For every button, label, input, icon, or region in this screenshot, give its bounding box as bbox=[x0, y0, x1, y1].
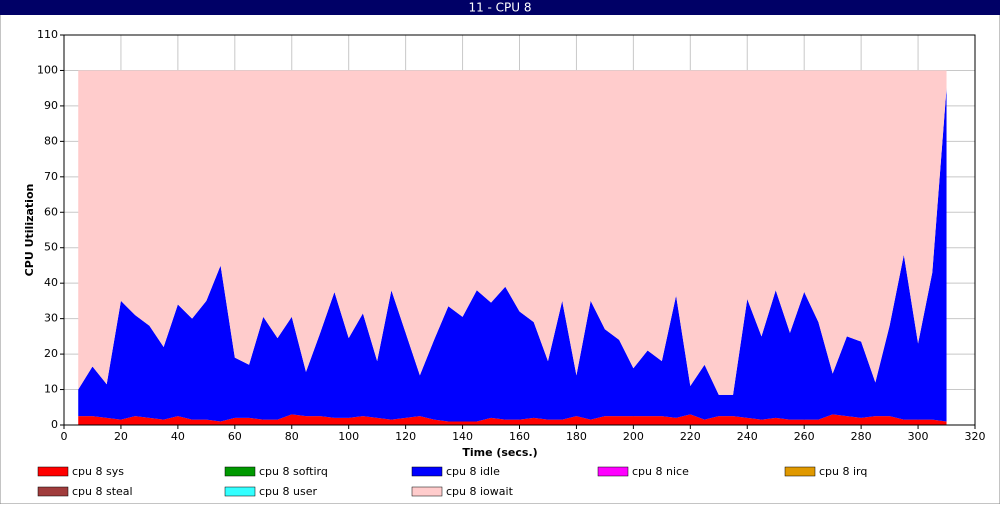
title-bar bbox=[0, 0, 1000, 15]
x-tick-label: 240 bbox=[737, 430, 758, 443]
x-tick-label: 320 bbox=[965, 430, 986, 443]
x-tick-label: 300 bbox=[908, 430, 929, 443]
legend-swatch bbox=[411, 466, 443, 477]
y-tick-label: 20 bbox=[44, 347, 58, 360]
y-tick-label: 100 bbox=[37, 63, 58, 76]
legend-label: cpu 8 irq bbox=[819, 465, 867, 478]
x-axis-label: Time (secs.) bbox=[462, 446, 537, 459]
plot-border bbox=[63, 34, 976, 426]
area bbox=[78, 88, 947, 422]
x-tick-label: 260 bbox=[794, 430, 815, 443]
legend-swatch bbox=[411, 486, 443, 497]
legend-label: cpu 8 nice bbox=[632, 465, 689, 478]
legend-label: cpu 8 iowait bbox=[446, 485, 514, 498]
legend-label: cpu 8 sys bbox=[72, 465, 124, 478]
area bbox=[78, 70, 947, 395]
y-tick-label: 60 bbox=[44, 205, 58, 218]
x-tick-label: 280 bbox=[851, 430, 872, 443]
legend-swatch bbox=[224, 486, 256, 497]
y-tick-label: 10 bbox=[44, 383, 58, 396]
x-tick-label: 140 bbox=[452, 430, 473, 443]
x-tick-label: 0 bbox=[61, 430, 68, 443]
x-tick-label: 160 bbox=[509, 430, 530, 443]
y-tick-label: 70 bbox=[44, 170, 58, 183]
legend-label: cpu 8 idle bbox=[446, 465, 500, 478]
y-tick-label: 80 bbox=[44, 134, 58, 147]
legend-label: cpu 8 user bbox=[259, 485, 317, 498]
y-tick-label: 30 bbox=[44, 312, 58, 325]
y-tick-label: 50 bbox=[44, 241, 58, 254]
legend-swatch bbox=[224, 466, 256, 477]
y-tick-label: 40 bbox=[44, 276, 58, 289]
y-tick-label: 90 bbox=[44, 99, 58, 112]
legend-label: cpu 8 softirq bbox=[259, 465, 328, 478]
y-axis-label: CPU Utilization bbox=[23, 184, 36, 277]
x-tick-label: 220 bbox=[680, 430, 701, 443]
x-tick-label: 100 bbox=[338, 430, 359, 443]
legend-swatch bbox=[37, 466, 69, 477]
legend-swatch bbox=[37, 486, 69, 497]
x-tick-label: 200 bbox=[623, 430, 644, 443]
y-tick-label: 110 bbox=[37, 28, 58, 41]
x-tick-label: 120 bbox=[395, 430, 416, 443]
x-tick-label: 60 bbox=[228, 430, 242, 443]
x-tick-label: 20 bbox=[114, 430, 128, 443]
legend-swatch bbox=[597, 466, 629, 477]
x-tick-label: 180 bbox=[566, 430, 587, 443]
chart-title: 11 - CPU 8 bbox=[468, 1, 531, 15]
y-tick-label: 0 bbox=[51, 418, 58, 431]
x-tick-label: 40 bbox=[171, 430, 185, 443]
legend-label: cpu 8 steal bbox=[72, 485, 133, 498]
x-tick-label: 80 bbox=[285, 430, 299, 443]
legend-swatch bbox=[784, 466, 816, 477]
